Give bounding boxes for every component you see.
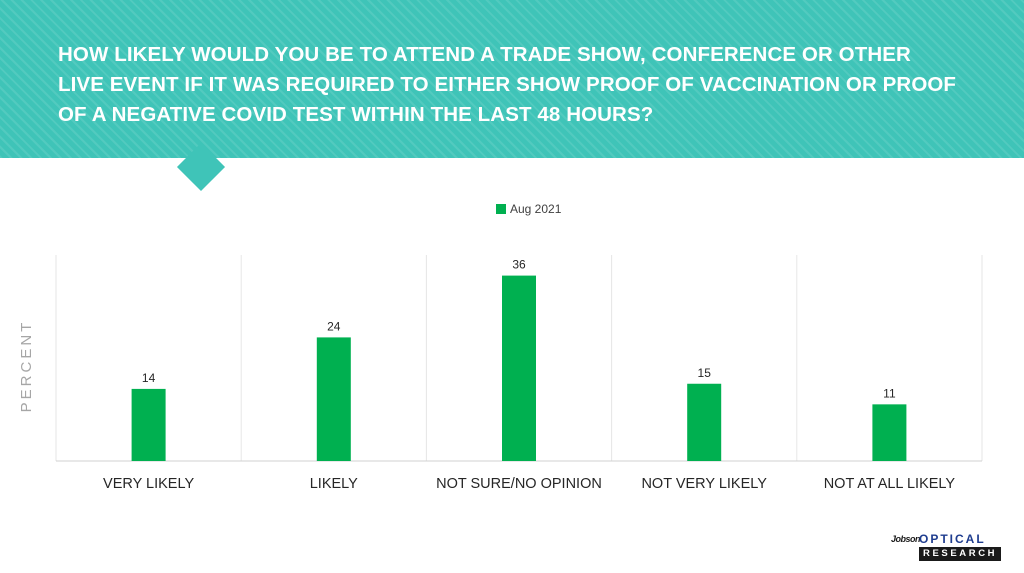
- bars: [131, 275, 907, 461]
- bar-value-label: 11: [883, 386, 896, 400]
- optical-research-logo: Jobson OPTICAL RESEARCH: [891, 532, 1003, 562]
- slide-title: HOW LIKELY WOULD YOU BE TO ATTEND A TRAD…: [58, 43, 957, 126]
- data-labels: 14 24 36 15 11: [142, 258, 896, 401]
- bar: [687, 383, 722, 461]
- y-axis-label: PERCENT: [18, 320, 35, 413]
- bar-value-label: 14: [142, 371, 156, 385]
- bar-value-label: 36: [512, 258, 526, 272]
- legend: Aug 2021: [496, 202, 562, 216]
- category-label: VERY LIKELY: [103, 476, 194, 492]
- bar: [131, 388, 166, 461]
- category-dividers: [55, 255, 983, 461]
- category-label: NOT VERY LIKELY: [641, 476, 767, 492]
- logo-brand: Jobson: [891, 534, 921, 544]
- bar: [316, 337, 351, 461]
- legend-swatch: [496, 204, 506, 214]
- bar-value-label: 24: [327, 319, 341, 333]
- category-label: NOT AT ALL LIKELY: [824, 476, 956, 492]
- header-banner: HOW LIKELY WOULD YOU BE TO ATTEND A TRAD…: [0, 0, 1024, 158]
- category-labels: VERY LIKELY LIKELY NOT SURE/NO OPINION NOT …: [103, 476, 955, 492]
- bar: [502, 275, 536, 461]
- bar: [872, 404, 907, 461]
- category-label: NOT SURE/NO OPINION: [436, 476, 602, 492]
- logo-bottom-text: RESEARCH: [919, 547, 1002, 561]
- legend-label: Aug 2021: [510, 202, 562, 216]
- logo-top-text: OPTICAL: [919, 532, 986, 546]
- category-label: LIKELY: [310, 476, 358, 492]
- bar-value-label: 15: [698, 366, 712, 380]
